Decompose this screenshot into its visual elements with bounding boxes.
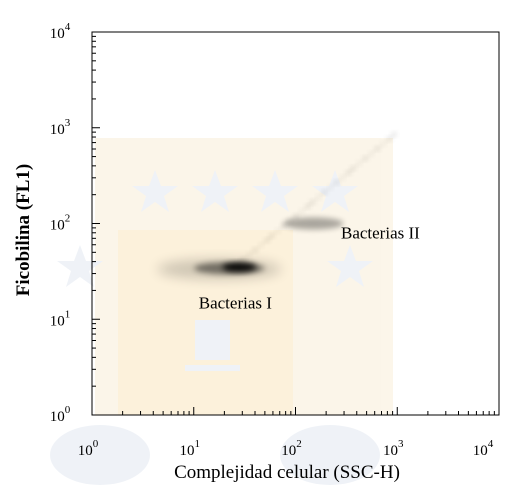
scatter-point (304, 204, 309, 210)
y-tick-label: 100 (50, 404, 71, 425)
population-core (222, 262, 257, 272)
y-axis-title: Ficobilina (FL1) (13, 164, 34, 296)
y-tick-labels: 100 101 102 103 104 (50, 21, 71, 425)
scatter-point (369, 151, 374, 156)
scatter-point (234, 262, 240, 267)
x-axis (91, 407, 495, 415)
scatter-point (345, 170, 350, 176)
scatter-point (316, 194, 321, 200)
x-tick-label: 104 (473, 438, 494, 459)
scatter-point (328, 185, 333, 190)
scatter-point (275, 228, 280, 234)
population-core (283, 217, 344, 230)
scatter-point (258, 242, 264, 248)
scatter-point (381, 141, 386, 147)
y-tick-label: 102 (50, 213, 71, 234)
scatter-point (390, 132, 395, 138)
population-label: Bacterias II (341, 223, 420, 242)
scatter-point (373, 146, 379, 152)
scatter-point (349, 166, 355, 171)
scatter-point (299, 209, 305, 214)
watermark-emblem (50, 138, 393, 485)
scatter-point (239, 257, 244, 263)
y-tick-label: 104 (50, 21, 71, 42)
scatter-point (357, 161, 362, 166)
scatter-point (361, 156, 367, 162)
scatter-point (280, 224, 285, 229)
x-tick-labels: 100 101 102 103 104 (78, 438, 494, 459)
x-axis-title: Complejidad celular (SSC-H) (174, 462, 400, 483)
population-label: Bacterias I (199, 293, 272, 312)
scatter-point (292, 214, 297, 219)
x-tick-label: 103 (383, 438, 404, 459)
scatter-point (246, 252, 252, 258)
y-tick-label: 103 (50, 117, 71, 138)
data-points (157, 131, 398, 280)
scatter-point (309, 200, 314, 205)
scatter-point (340, 175, 345, 180)
scatter-point (287, 218, 293, 224)
y-tick-label: 101 (50, 308, 71, 329)
x-tick-label: 100 (78, 438, 99, 459)
y-axis (92, 35, 100, 416)
scatter-point (227, 267, 232, 273)
x-tick-label: 102 (281, 438, 302, 459)
scatter-point (268, 233, 273, 239)
scatter-point (263, 238, 268, 243)
scatter-point (251, 248, 256, 253)
scatter-point (333, 180, 338, 186)
scatter-point (321, 190, 326, 195)
annotations: Bacterias I Bacterias II (199, 223, 420, 312)
scatter-point (385, 137, 391, 142)
x-tick-label: 101 (180, 438, 201, 459)
